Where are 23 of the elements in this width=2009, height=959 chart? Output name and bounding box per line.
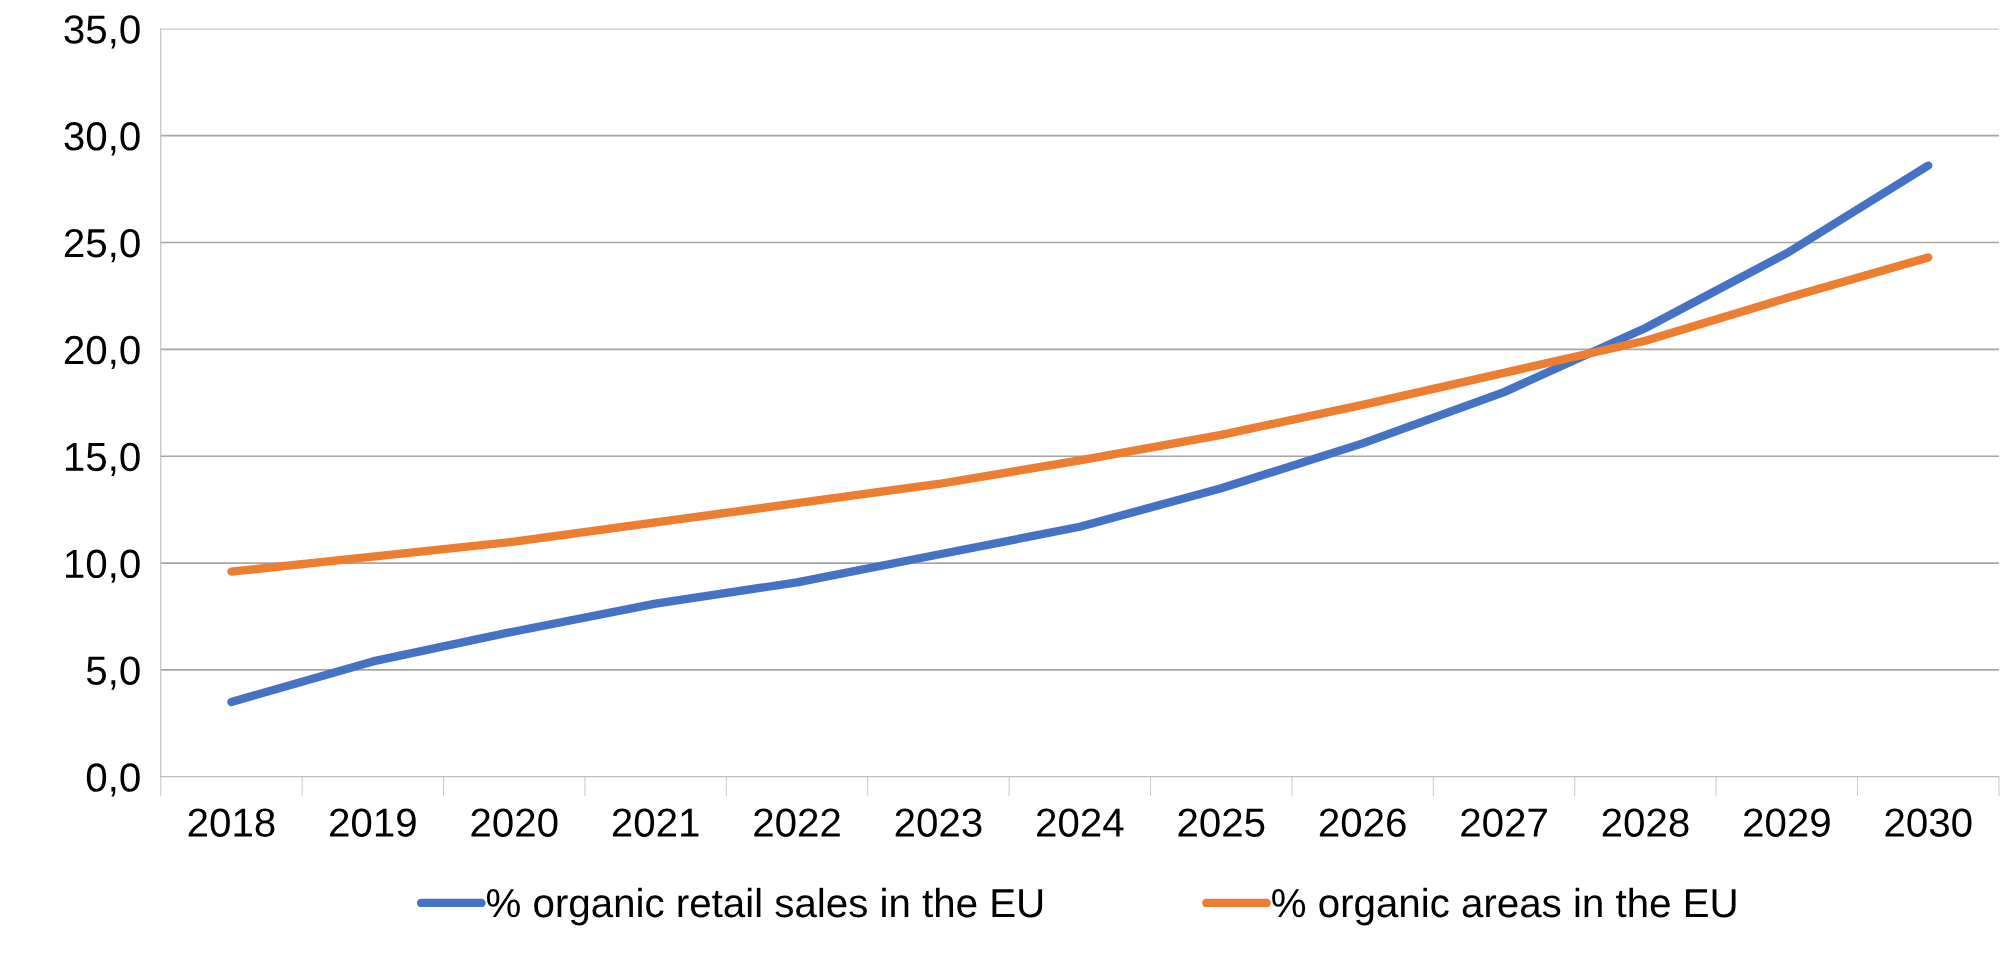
y-tick-label: 15,0 bbox=[65, 442, 140, 476]
x-tick-label: 2023 bbox=[895, 808, 982, 837]
x-tick-label: 2019 bbox=[330, 808, 416, 837]
y-tick-label: 0,0 bbox=[86, 763, 140, 797]
legend-label: % organic retail sales in the EU bbox=[486, 887, 1043, 926]
legend-label: % organic areas in the EU bbox=[1272, 887, 1736, 926]
x-tick-label: 2028 bbox=[1602, 808, 1689, 837]
y-tick-label: 5,0 bbox=[86, 656, 140, 690]
x-tick-label: 2018 bbox=[188, 808, 275, 837]
y-tick-label: 30,0 bbox=[64, 122, 140, 156]
x-tick-label: 2026 bbox=[1319, 808, 1406, 837]
y-tick-label: 35,0 bbox=[64, 15, 140, 49]
y-tick-label: 10,0 bbox=[65, 549, 140, 583]
x-tick-label: 2020 bbox=[471, 808, 558, 837]
x-tick-label: 2025 bbox=[1178, 808, 1265, 837]
y-tick-label: 25,0 bbox=[64, 228, 140, 263]
x-tick-label: 2029 bbox=[1744, 808, 1830, 837]
x-tick-label: 2030 bbox=[1885, 808, 1972, 837]
x-tick-label: 2024 bbox=[1037, 808, 1124, 837]
x-tick-label: 2027 bbox=[1461, 808, 1547, 837]
x-tick-label: 2021 bbox=[612, 808, 699, 837]
y-tick-label: 20,0 bbox=[64, 335, 140, 370]
x-tick-label: 2022 bbox=[754, 808, 840, 837]
